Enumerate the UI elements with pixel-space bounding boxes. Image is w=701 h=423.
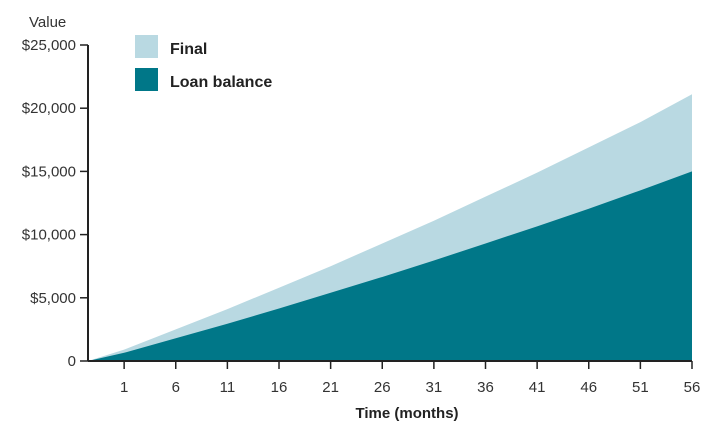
x-axis-ticks: 1 6 11 16 21 26 31 36 41 46 51 56 <box>120 361 700 396</box>
x-axis-title: Time (months) <box>355 405 458 422</box>
x-tick-label: 26 <box>374 379 391 396</box>
x-tick-label: 56 <box>684 379 701 396</box>
y-tick-label: $20,000 <box>22 100 76 117</box>
y-tick-label: $10,000 <box>22 227 76 244</box>
x-tick-label: 36 <box>477 379 494 396</box>
y-tick-label: $15,000 <box>22 163 76 180</box>
y-axis-title: Value <box>29 14 66 31</box>
x-tick-label: 1 <box>120 379 128 396</box>
x-tick-label: 41 <box>529 379 546 396</box>
area-series-group <box>88 94 692 362</box>
x-tick-label: 51 <box>632 379 649 396</box>
y-tick-label: $5,000 <box>30 290 76 307</box>
legend-swatch <box>135 35 158 58</box>
x-tick-label: 31 <box>426 379 443 396</box>
x-tick-label: 46 <box>580 379 597 396</box>
legend-label: Final <box>170 41 207 58</box>
x-tick-label: 6 <box>172 379 180 396</box>
y-axis-ticks: 0 $5,000 $10,000 $15,000 $20,000 $25,000 <box>22 37 88 370</box>
legend: Final Loan balance <box>135 35 272 91</box>
legend-label: Loan balance <box>170 74 272 91</box>
area-series-loan-balance <box>88 171 692 361</box>
x-tick-label: 16 <box>271 379 288 396</box>
legend-swatch <box>135 68 158 91</box>
y-tick-label: 0 <box>68 353 76 370</box>
x-tick-label: 21 <box>322 379 339 396</box>
x-tick-label: 11 <box>220 379 236 396</box>
y-tick-label: $25,000 <box>22 37 76 54</box>
